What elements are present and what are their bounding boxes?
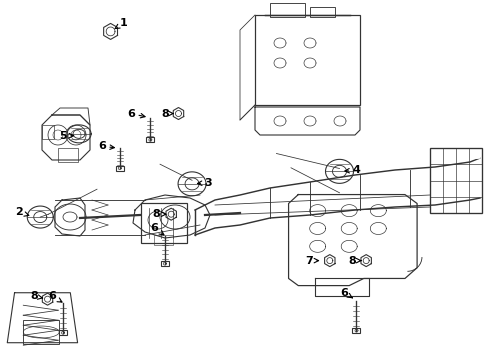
Text: 8: 8 (30, 291, 43, 301)
Bar (23, 320, 59, 344)
Bar (352, 328, 360, 333)
Text: 6: 6 (48, 291, 62, 302)
Bar (140, 203, 186, 243)
Text: 3: 3 (197, 178, 212, 188)
Text: 8: 8 (161, 109, 173, 119)
Bar (58, 148, 78, 162)
Text: 1: 1 (115, 18, 127, 29)
Bar (42, 125, 54, 139)
Text: 6: 6 (340, 288, 352, 298)
Text: 8: 8 (348, 256, 360, 266)
Bar (270, 3, 304, 17)
Text: 6: 6 (127, 109, 145, 119)
Text: 6: 6 (98, 141, 114, 151)
Text: 7: 7 (304, 256, 318, 266)
Text: 5: 5 (59, 131, 74, 141)
Bar (255, 15, 359, 105)
Bar (154, 235, 172, 245)
Text: 4: 4 (344, 165, 360, 175)
Bar (309, 7, 334, 17)
Text: 8: 8 (152, 209, 166, 219)
Bar (161, 261, 168, 266)
Polygon shape (434, 155, 479, 162)
Text: 6: 6 (150, 223, 164, 235)
Bar (59, 330, 67, 335)
Bar (429, 148, 481, 213)
Text: 2: 2 (15, 207, 29, 217)
Bar (146, 137, 154, 142)
Bar (116, 166, 123, 171)
